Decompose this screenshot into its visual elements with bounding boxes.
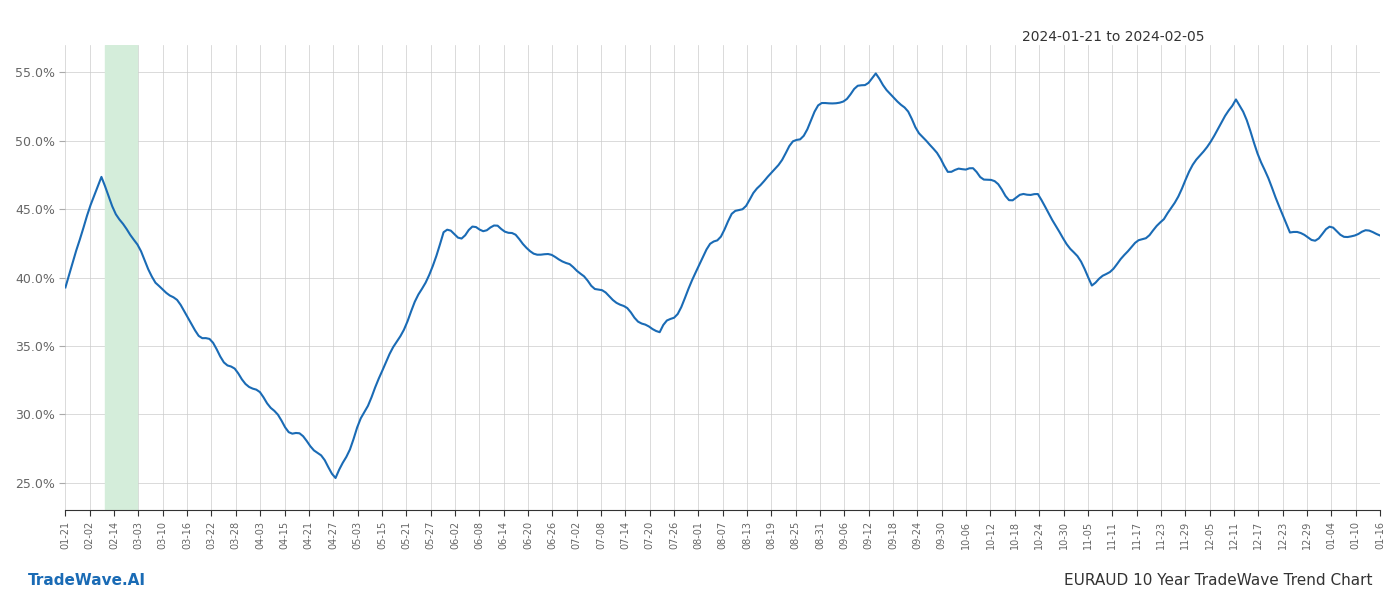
Text: EURAUD 10 Year TradeWave Trend Chart: EURAUD 10 Year TradeWave Trend Chart [1064,573,1372,588]
Bar [105,45,137,510]
Text: TradeWave.AI: TradeWave.AI [28,573,146,588]
Text: 2024-01-21 to 2024-02-05: 2024-01-21 to 2024-02-05 [1022,30,1204,44]
